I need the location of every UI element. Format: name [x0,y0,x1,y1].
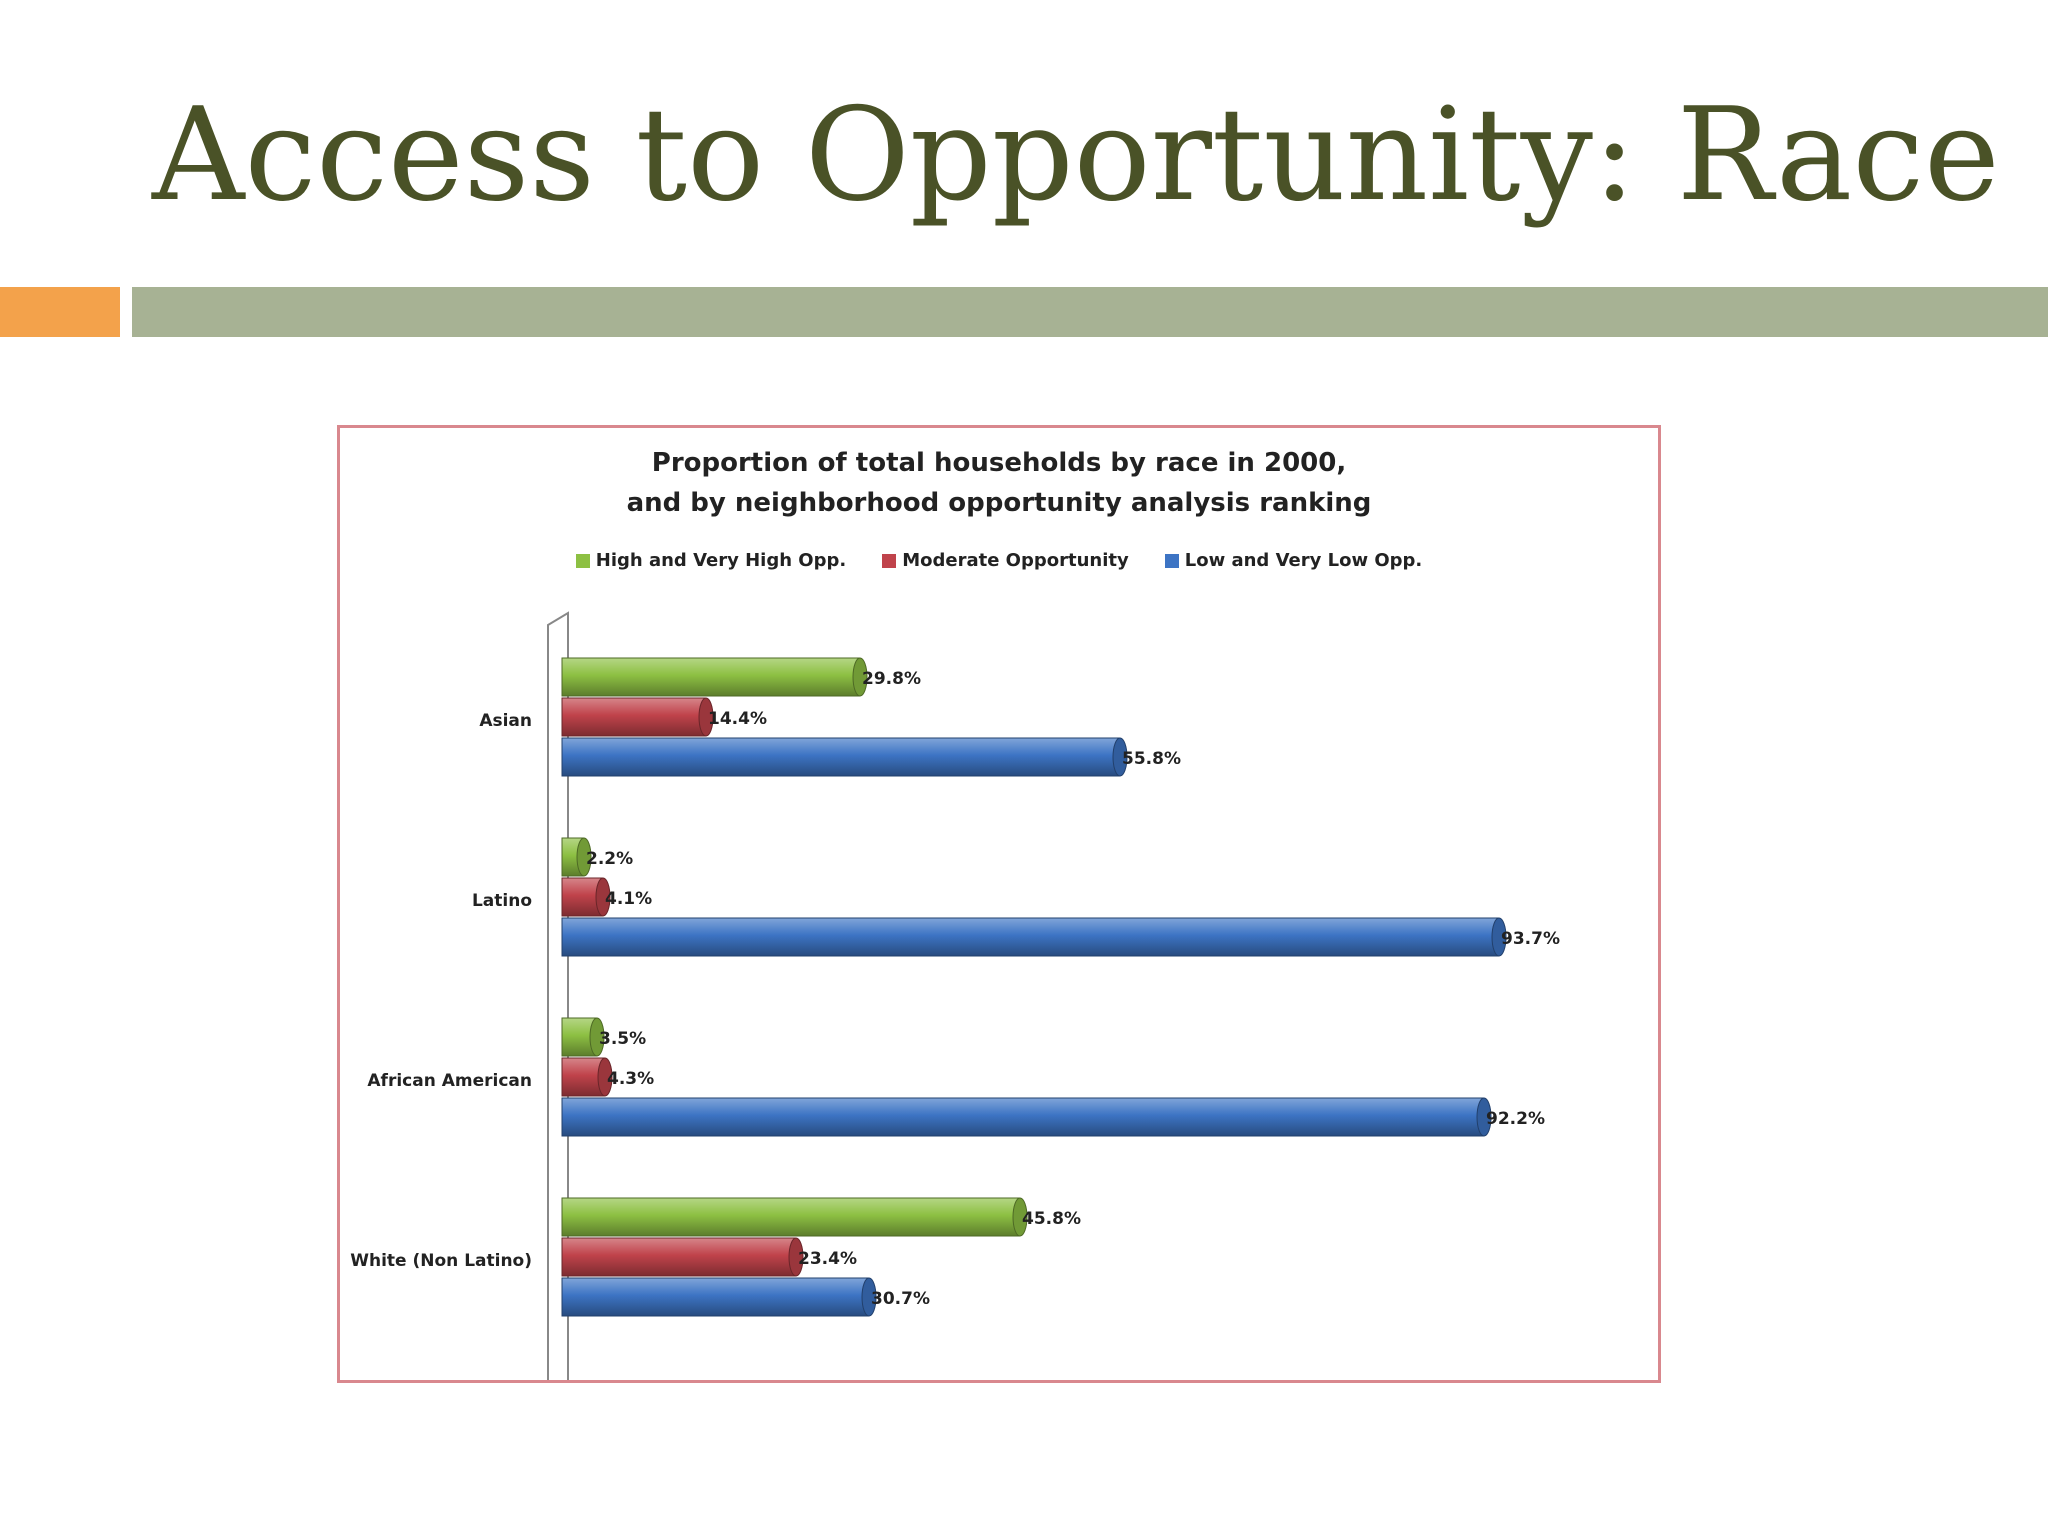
legend-swatch-low [1164,553,1179,568]
bar-cap [1112,737,1128,777]
bar-cap [576,837,592,877]
accent-bar-green [132,287,2048,337]
legend-swatch-high [575,553,590,568]
bar-cap [1491,917,1507,957]
bar-cap [595,877,611,917]
category-label: White (Non Latino) [350,1251,532,1271]
bar [561,877,604,917]
bar [561,657,861,697]
data-label: 29.8% [862,669,921,689]
bar-cap [1012,1197,1028,1237]
bar-cap [698,697,714,737]
chart-legend: High and Very High Opp. Moderate Opportu… [340,550,1658,571]
data-label: 45.8% [1022,1209,1081,1229]
data-label: 4.3% [607,1069,654,1089]
bar [561,1237,797,1277]
bar-cap [788,1237,804,1277]
accent-bar-orange [0,287,120,337]
slide-title: Access to Opportunity: Race [152,81,2000,230]
legend-item-moderate: Moderate Opportunity [882,550,1129,571]
bar-cap [852,657,868,697]
bar [561,1277,870,1317]
data-label: 23.4% [798,1249,857,1269]
bar-cap [1476,1097,1492,1137]
bar-cap [597,1057,613,1097]
legend-item-low: Low and Very Low Opp. [1164,550,1423,571]
data-label: 4.1% [605,889,652,909]
legend-item-high: High and Very High Opp. [575,550,847,571]
chart-axis [547,611,569,1380]
bar [561,737,1121,777]
data-label: 92.2% [1486,1109,1545,1129]
data-label: 55.8% [1122,749,1181,769]
bar-chart-plot: Asian 29.8% 14.4% 55.8% Latino 2.2% 4.1% 93.7% A… [350,611,1560,1380]
chart-title-line-2: and by neighborhood opportunity analysis… [626,488,1372,518]
data-label: 2.2% [586,849,633,869]
data-label: 14.4% [708,709,767,729]
category-label: African American [367,1071,532,1091]
chart-title-line-1: Proportion of total households by race i… [651,448,1347,478]
chart-frame: Proportion of total households by race i… [337,425,1661,1383]
bar [561,1097,1485,1137]
bar-cap [589,1017,605,1057]
legend-label-low: Low and Very Low Opp. [1184,550,1423,571]
data-label: 30.7% [871,1289,930,1309]
legend-label-moderate: Moderate Opportunity [902,550,1129,571]
bar [561,917,1500,957]
bar [561,1197,1021,1237]
data-label: 93.7% [1501,929,1560,949]
bar [561,697,707,737]
category-label: Latino [472,891,532,911]
legend-swatch-moderate [882,553,897,568]
legend-label-high: High and Very High Opp. [595,550,847,571]
bar-cap [861,1277,877,1317]
category-label: Asian [479,711,532,731]
data-label: 3.5% [599,1029,646,1049]
